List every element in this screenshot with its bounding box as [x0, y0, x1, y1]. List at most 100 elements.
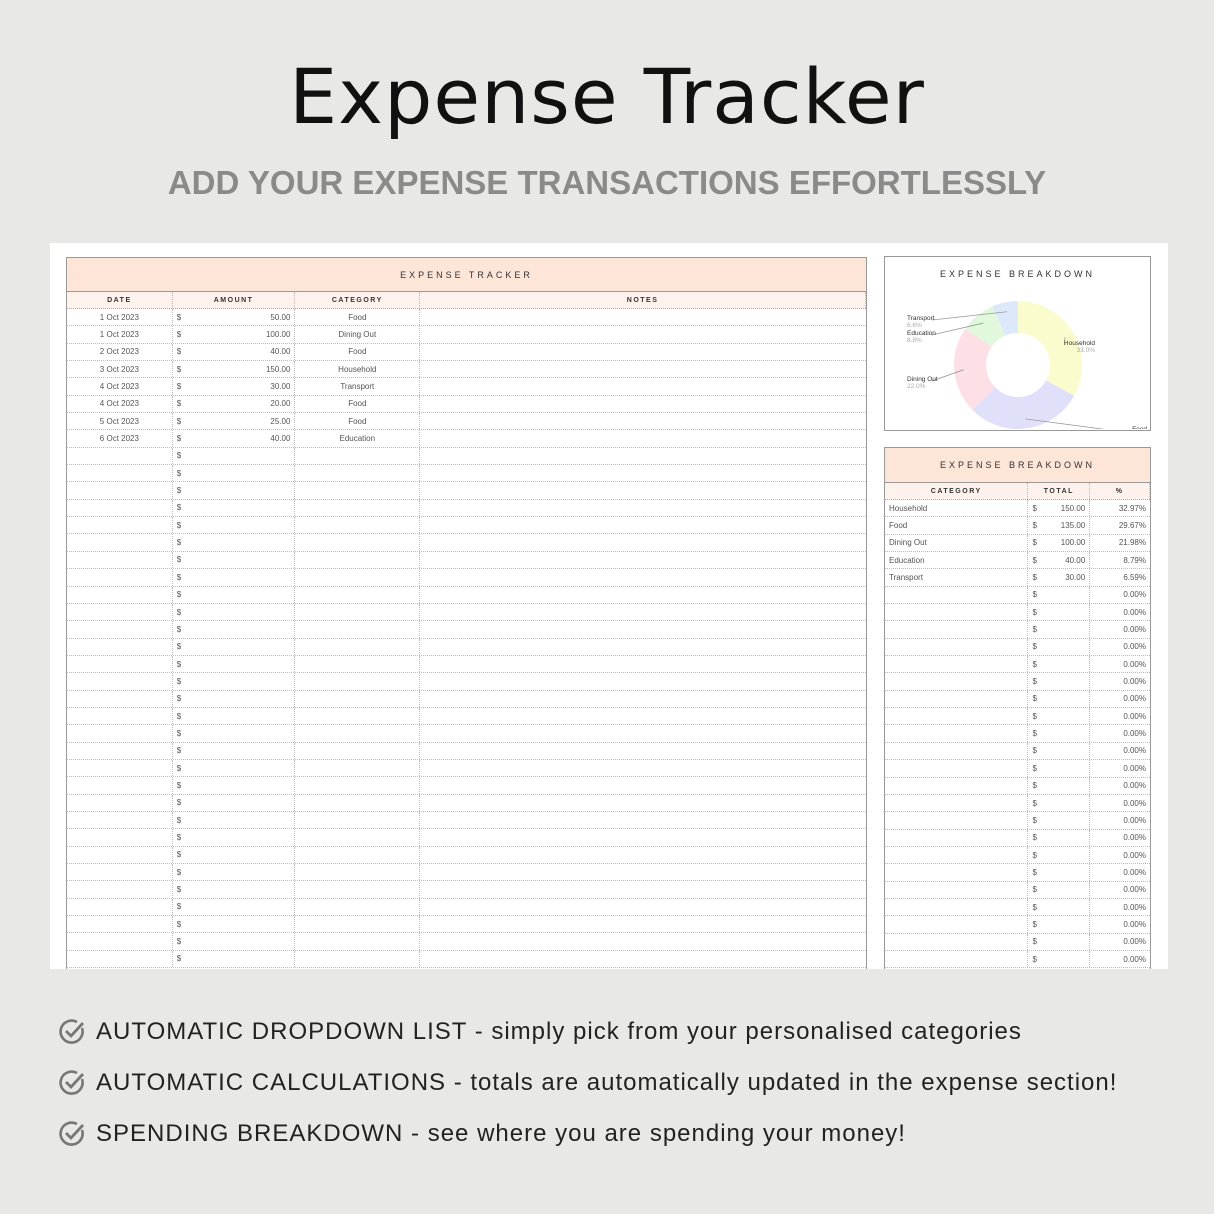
amount-cell[interactable]: $: [173, 638, 296, 655]
amount-cell[interactable]: $: [173, 759, 296, 777]
date-cell[interactable]: [67, 759, 173, 777]
date-cell[interactable]: 4 Oct 2023: [67, 378, 173, 395]
amount-cell[interactable]: $50.00: [173, 309, 296, 326]
notes-cell[interactable]: [420, 916, 866, 932]
amount-cell[interactable]: $: [173, 569, 296, 586]
amount-cell[interactable]: $: [173, 811, 296, 829]
date-cell[interactable]: [67, 864, 173, 881]
category-cell[interactable]: Food: [295, 413, 421, 430]
notes-cell[interactable]: [420, 691, 866, 707]
notes-cell[interactable]: [420, 326, 866, 342]
date-cell[interactable]: [67, 829, 173, 846]
category-cell[interactable]: [295, 621, 421, 638]
amount-cell[interactable]: $: [173, 916, 296, 933]
date-cell[interactable]: 2 Oct 2023: [67, 343, 173, 361]
category-cell[interactable]: Education: [295, 430, 421, 447]
amount-cell[interactable]: $40.00: [173, 343, 296, 361]
category-cell[interactable]: [295, 482, 421, 499]
amount-cell[interactable]: $: [173, 603, 296, 621]
date-cell[interactable]: 6 Oct 2023: [67, 430, 173, 447]
notes-cell[interactable]: [420, 743, 866, 759]
notes-cell[interactable]: [420, 396, 866, 412]
amount-cell[interactable]: $: [173, 655, 296, 673]
category-cell[interactable]: [295, 638, 421, 655]
date-cell[interactable]: 3 Oct 2023: [67, 361, 173, 378]
category-cell[interactable]: [295, 811, 421, 829]
category-cell[interactable]: [295, 707, 421, 725]
amount-cell[interactable]: $: [173, 898, 296, 916]
date-cell[interactable]: [67, 881, 173, 898]
date-cell[interactable]: [67, 499, 173, 517]
category-cell[interactable]: [295, 499, 421, 517]
date-cell[interactable]: [67, 707, 173, 725]
amount-cell[interactable]: $: [173, 742, 296, 759]
notes-cell[interactable]: [420, 378, 866, 394]
category-cell[interactable]: [295, 569, 421, 586]
category-cell[interactable]: [295, 551, 421, 569]
date-cell[interactable]: [67, 447, 173, 465]
notes-cell[interactable]: [420, 899, 866, 915]
category-cell[interactable]: [295, 881, 421, 898]
category-cell[interactable]: Food: [295, 309, 421, 326]
notes-cell[interactable]: [420, 829, 866, 845]
category-cell[interactable]: [295, 759, 421, 777]
date-cell[interactable]: [67, 621, 173, 638]
date-cell[interactable]: [67, 603, 173, 621]
notes-cell[interactable]: [420, 656, 866, 672]
date-cell[interactable]: [67, 950, 173, 968]
notes-cell[interactable]: [420, 500, 866, 516]
category-cell[interactable]: [295, 898, 421, 916]
category-cell[interactable]: [295, 794, 421, 811]
category-cell[interactable]: Household: [295, 361, 421, 378]
category-cell[interactable]: [295, 950, 421, 968]
notes-cell[interactable]: [420, 933, 866, 949]
notes-cell[interactable]: [420, 795, 866, 811]
amount-cell[interactable]: $150.00: [173, 361, 296, 378]
date-cell[interactable]: [67, 465, 173, 482]
date-cell[interactable]: 5 Oct 2023: [67, 413, 173, 430]
amount-cell[interactable]: $25.00: [173, 413, 296, 430]
date-cell[interactable]: [67, 638, 173, 655]
notes-cell[interactable]: [420, 621, 866, 637]
amount-cell[interactable]: $: [173, 517, 296, 534]
date-cell[interactable]: [67, 794, 173, 811]
amount-cell[interactable]: $: [173, 864, 296, 881]
category-cell[interactable]: [295, 777, 421, 794]
date-cell[interactable]: [67, 517, 173, 534]
date-cell[interactable]: [67, 742, 173, 759]
amount-cell[interactable]: $: [173, 499, 296, 517]
amount-cell[interactable]: $: [173, 586, 296, 603]
category-cell[interactable]: [295, 673, 421, 690]
date-cell[interactable]: [67, 933, 173, 950]
date-cell[interactable]: [67, 898, 173, 916]
date-cell[interactable]: [67, 690, 173, 707]
amount-cell[interactable]: $: [173, 690, 296, 707]
notes-cell[interactable]: [420, 413, 866, 429]
amount-cell[interactable]: $: [173, 621, 296, 638]
date-cell[interactable]: [67, 777, 173, 794]
amount-cell[interactable]: $: [173, 881, 296, 898]
category-cell[interactable]: [295, 864, 421, 881]
category-cell[interactable]: [295, 916, 421, 933]
category-cell[interactable]: Food: [295, 395, 421, 413]
amount-cell[interactable]: $: [173, 794, 296, 811]
amount-cell[interactable]: $20.00: [173, 395, 296, 413]
date-cell[interactable]: [67, 551, 173, 569]
date-cell[interactable]: [67, 916, 173, 933]
category-cell[interactable]: [295, 742, 421, 759]
date-cell[interactable]: 1 Oct 2023: [67, 326, 173, 343]
category-cell[interactable]: [295, 517, 421, 534]
date-cell[interactable]: [67, 655, 173, 673]
amount-cell[interactable]: $: [173, 725, 296, 742]
amount-cell[interactable]: $: [173, 707, 296, 725]
date-cell[interactable]: [67, 725, 173, 742]
notes-cell[interactable]: [420, 881, 866, 897]
date-cell[interactable]: [67, 811, 173, 829]
amount-cell[interactable]: $: [173, 673, 296, 690]
amount-cell[interactable]: $: [173, 933, 296, 950]
category-cell[interactable]: [295, 465, 421, 482]
amount-cell[interactable]: $30.00: [173, 378, 296, 395]
date-cell[interactable]: [67, 586, 173, 603]
category-cell[interactable]: [295, 725, 421, 742]
notes-cell[interactable]: [420, 708, 866, 724]
